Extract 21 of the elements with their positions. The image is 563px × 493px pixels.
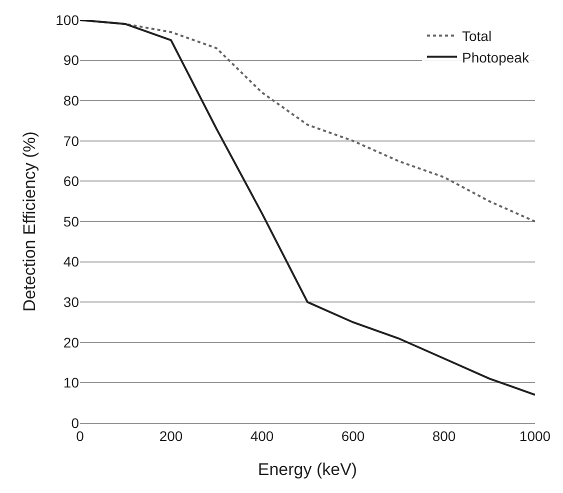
y-tick-label: 90 — [63, 52, 80, 68]
y-tick-label: 20 — [63, 334, 80, 350]
y-tick-label: 70 — [63, 132, 80, 149]
y-tick-label: 0 — [71, 414, 80, 431]
x-tick-label: 600 — [341, 428, 365, 444]
y-tick-label: 30 — [63, 294, 80, 310]
x-axis-title: Energy (keV) — [258, 460, 358, 480]
y-tick-label: 10 — [63, 374, 80, 391]
x-tick-label: 400 — [250, 428, 274, 444]
y-axis-title: Detection Efficiency (%) — [20, 131, 40, 312]
x-tick-label: 1000 — [519, 428, 551, 444]
y-tick-label: 50 — [63, 213, 80, 230]
y-tick-label: 80 — [63, 92, 80, 108]
x-tick-label: 800 — [432, 428, 456, 444]
x-tick-label: 200 — [159, 428, 183, 444]
y-tick-label: 60 — [63, 173, 80, 190]
legend-label: Total — [462, 28, 492, 44]
legend-label: Photopeak — [462, 49, 530, 66]
y-tick-label: 100 — [56, 12, 80, 28]
line-series — [80, 20, 535, 396]
y-tick-label: 40 — [63, 254, 80, 270]
